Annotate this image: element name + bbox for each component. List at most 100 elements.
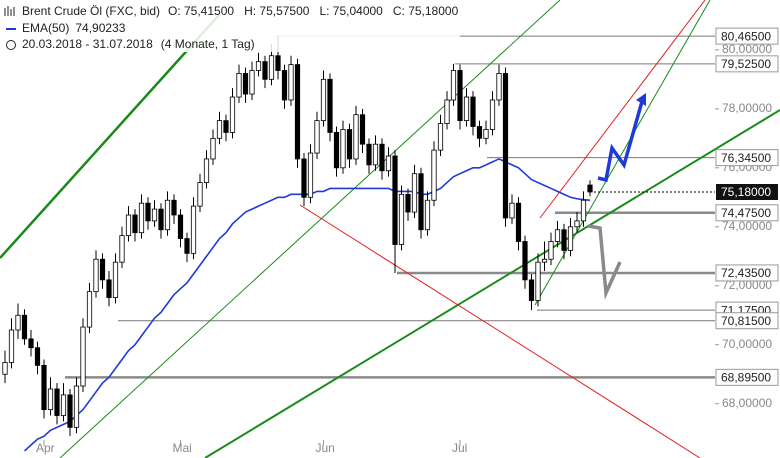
chart-title: Brent Crude Öl (FXC, bid) xyxy=(22,4,160,18)
candle-body xyxy=(15,314,21,331)
candle-body xyxy=(320,78,327,122)
candle-body xyxy=(288,64,294,101)
candle-body xyxy=(216,120,223,139)
chart-icon xyxy=(4,6,15,16)
candle-body xyxy=(392,155,398,245)
legend-name: EMA(50) xyxy=(22,21,69,35)
x-tick-label: Mai xyxy=(173,441,192,455)
candle-body xyxy=(255,61,262,71)
level-box xyxy=(715,204,779,222)
candle-body xyxy=(145,202,151,222)
candle-body xyxy=(158,208,164,231)
candle-body xyxy=(333,132,340,169)
trend-line xyxy=(59,0,561,458)
period: (4 Monate, 1 Tag) xyxy=(161,37,255,51)
candle-body xyxy=(509,202,515,219)
candle-body xyxy=(314,120,320,154)
candle-body xyxy=(554,229,561,242)
candle-body xyxy=(132,214,138,234)
candle-body xyxy=(268,55,275,80)
candle-body xyxy=(203,158,210,183)
candle-body xyxy=(476,126,483,139)
y-tick-label: 72,00000 xyxy=(722,278,772,292)
candle-body xyxy=(34,347,41,366)
level-box xyxy=(715,312,779,330)
candle-body xyxy=(86,291,93,328)
trend-line xyxy=(0,13,221,259)
candle-body xyxy=(67,394,73,428)
candle-body xyxy=(418,173,424,231)
candle-body xyxy=(60,394,67,416)
candle-body xyxy=(541,258,548,263)
candle-body xyxy=(580,199,587,222)
candle-body xyxy=(346,129,353,160)
candle-body xyxy=(385,155,392,172)
candle-body xyxy=(99,258,106,281)
candle-body xyxy=(210,137,216,160)
candle-body xyxy=(249,70,255,95)
candle-body xyxy=(535,261,541,301)
level-label: 76,34500 xyxy=(721,151,771,165)
candle-body xyxy=(28,338,34,349)
candle-body xyxy=(125,214,132,237)
candle-body xyxy=(574,220,580,228)
candle-body xyxy=(93,258,99,293)
candle-body xyxy=(515,202,522,242)
candle-body xyxy=(41,364,47,411)
candle-body xyxy=(522,241,528,281)
level-label: 70,81500 xyxy=(721,314,771,328)
candle-body xyxy=(567,226,574,251)
candle-body xyxy=(379,143,385,172)
ohlc-label: L: 75,04000 xyxy=(319,4,383,18)
candle-body xyxy=(223,120,229,133)
candle-body xyxy=(112,261,119,298)
candle-body xyxy=(184,238,190,254)
y-tick-label: 68,00000 xyxy=(722,396,772,410)
last-price-label: 75,18000 xyxy=(721,185,771,199)
candle-body xyxy=(164,199,171,231)
projection-head xyxy=(636,93,646,106)
candle-body xyxy=(431,149,437,201)
clock-icon xyxy=(6,40,16,50)
candle-body xyxy=(119,235,125,263)
trend-line xyxy=(204,109,780,458)
ema-line xyxy=(23,158,591,452)
candle-body xyxy=(151,208,158,222)
candle-body xyxy=(457,70,463,122)
candle-body xyxy=(229,96,236,133)
candle-body xyxy=(190,205,197,254)
y-tick-label: 70,00000 xyxy=(722,337,772,351)
y-tick-label: 74,00000 xyxy=(722,219,772,233)
candle-body xyxy=(483,129,489,139)
candle-body xyxy=(138,202,145,234)
candle-body xyxy=(281,70,288,101)
x-tick-label: Jul xyxy=(452,441,467,455)
level-label: 79,52500 xyxy=(721,57,771,71)
candle-body xyxy=(242,73,249,95)
candle-body xyxy=(54,388,60,416)
candle-body xyxy=(177,214,184,239)
candle-body xyxy=(502,73,509,219)
candle-body xyxy=(548,241,554,260)
projection xyxy=(587,224,622,300)
candle-body xyxy=(437,123,444,151)
candle-body xyxy=(106,279,112,298)
candle-body xyxy=(307,152,314,198)
y-tick-label: 80,00000 xyxy=(722,42,772,56)
legend-value: 74,90233 xyxy=(75,21,125,35)
candle-body xyxy=(197,182,203,207)
level-label: 80,46500 xyxy=(721,29,771,43)
trend-line xyxy=(539,0,706,219)
candle-body xyxy=(340,129,346,169)
candle-body xyxy=(47,388,54,411)
candle-body xyxy=(80,326,86,387)
trend-line xyxy=(534,0,711,306)
candle-body xyxy=(21,314,28,340)
candle-body xyxy=(301,158,307,198)
candle-body xyxy=(353,114,359,160)
level-box xyxy=(715,264,779,282)
candle-body xyxy=(171,199,177,216)
candle-body xyxy=(236,73,242,98)
